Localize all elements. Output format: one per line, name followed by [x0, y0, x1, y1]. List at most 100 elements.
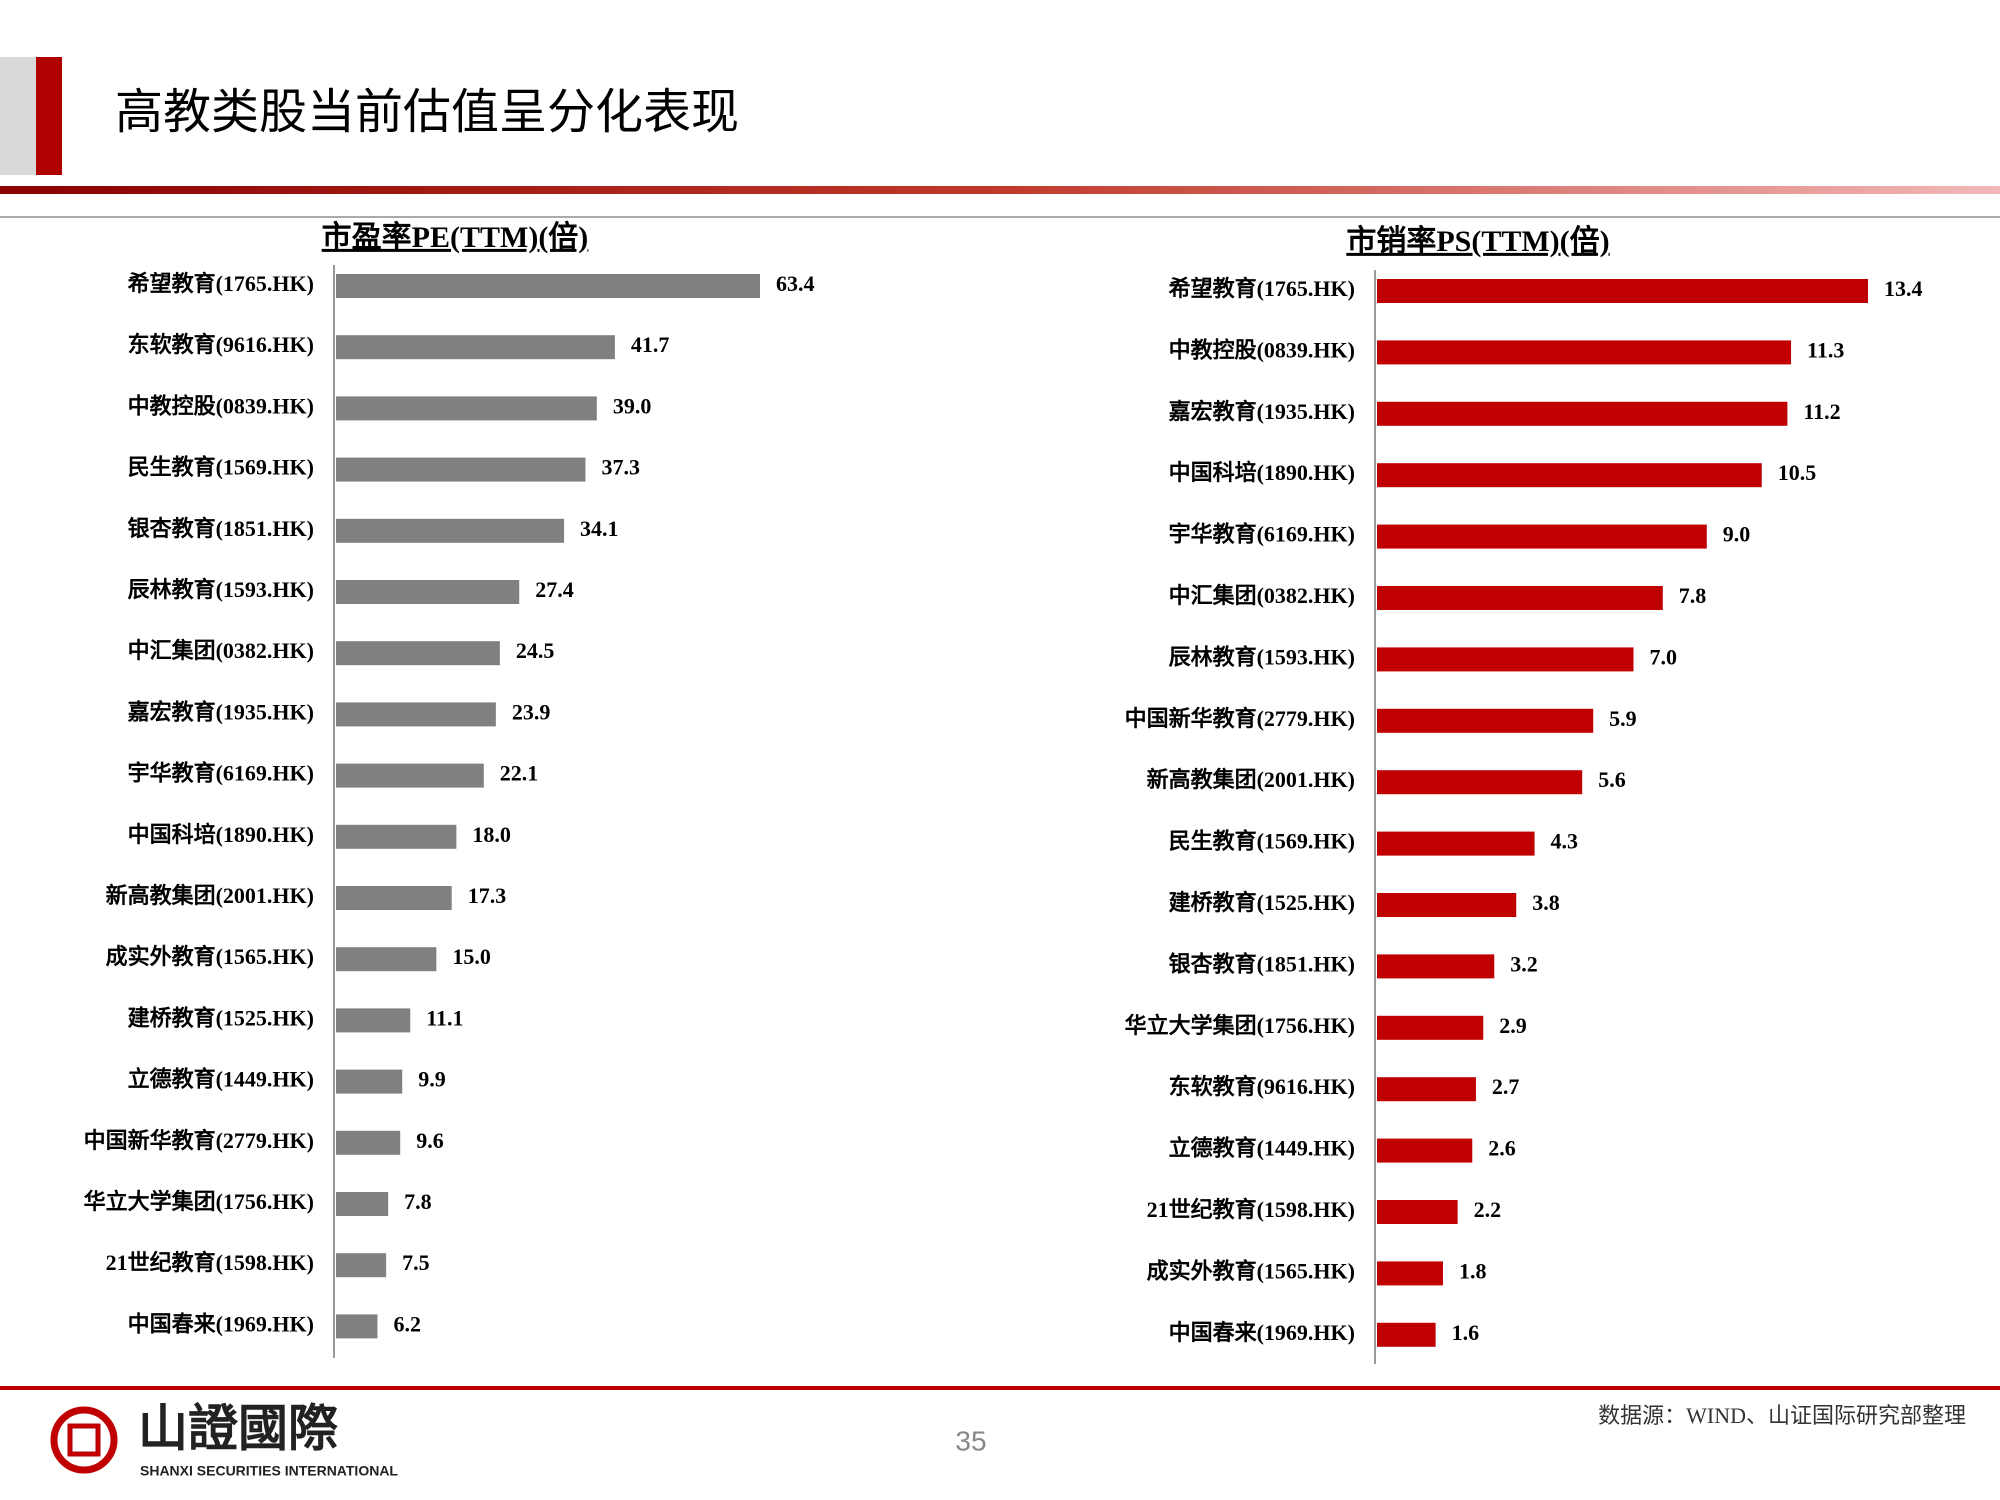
- value-label: 7.0: [1649, 644, 1677, 669]
- bar: [336, 947, 437, 972]
- bar: [336, 335, 615, 360]
- category-label: 中国春来(1969.HK): [128, 1311, 314, 1336]
- value-label: 5.9: [1609, 706, 1637, 731]
- category-label: 中教控股(0839.HK): [1169, 337, 1355, 362]
- value-label: 22.1: [500, 761, 539, 786]
- bar: [336, 396, 597, 421]
- bar: [336, 763, 484, 788]
- value-label: 4.3: [1551, 829, 1579, 854]
- bar: [336, 1253, 387, 1278]
- category-label: 中教控股(0839.HK): [128, 393, 314, 418]
- bar: [336, 1314, 378, 1339]
- category-label: 中国科培(1890.HK): [1169, 460, 1355, 485]
- bar: [1377, 1138, 1473, 1163]
- value-label: 1.8: [1459, 1258, 1487, 1283]
- value-label: 63.4: [776, 271, 815, 296]
- bar: [336, 580, 520, 604]
- bar: [336, 1192, 389, 1216]
- category-label: 宇华教育(6169.HK): [128, 761, 314, 786]
- page-number: 35: [955, 1425, 986, 1456]
- bar: [1377, 1015, 1484, 1040]
- category-label: 希望教育(1765.HK): [1169, 276, 1355, 301]
- category-label: 中汇集团(0382.HK): [128, 638, 314, 663]
- value-label: 13.4: [1884, 276, 1923, 301]
- bar: [1377, 708, 1594, 733]
- value-label: 3.8: [1532, 890, 1560, 915]
- value-label: 15.0: [452, 944, 491, 969]
- category-label: 民生教育(1569.HK): [128, 455, 314, 480]
- category-label: 新高教集团(2001.HK): [1147, 767, 1355, 792]
- logo: 山證國際 SHANXI SECURITIES INTERNATIONAL: [50, 1400, 398, 1479]
- value-label: 2.9: [1499, 1013, 1527, 1038]
- category-label: 中汇集团(0382.HK): [1169, 583, 1355, 608]
- bar: [336, 824, 457, 849]
- category-label: 21世纪教育(1598.HK): [106, 1250, 314, 1275]
- bar: [336, 886, 452, 910]
- value-label: 10.5: [1778, 460, 1817, 485]
- bar: [336, 518, 565, 543]
- bar: [1377, 401, 1788, 426]
- bar: [336, 1130, 401, 1155]
- footer-rule: [0, 1386, 2000, 1390]
- chart-title: 市销率PS(TTM)(倍): [1346, 224, 1609, 258]
- bar: [1377, 340, 1792, 365]
- value-label: 9.6: [416, 1128, 444, 1153]
- bar: [1377, 893, 1517, 917]
- value-label: 2.2: [1474, 1197, 1502, 1222]
- value-label: 6.2: [393, 1311, 421, 1336]
- category-label: 建桥教育(1525.HK): [1169, 890, 1355, 915]
- bar: [336, 641, 500, 666]
- bar: [1377, 1077, 1476, 1102]
- value-label: 11.3: [1807, 337, 1844, 362]
- value-label: 2.7: [1492, 1074, 1520, 1099]
- bar: [336, 1008, 411, 1033]
- value-label: 7.8: [1679, 583, 1707, 608]
- bar: [1377, 954, 1495, 979]
- bar: [336, 702, 496, 727]
- value-label: 18.0: [472, 822, 511, 847]
- bar: [1377, 586, 1663, 610]
- value-label: 5.6: [1598, 767, 1626, 792]
- bar: [1377, 279, 1868, 303]
- value-label: 24.5: [516, 638, 555, 663]
- bar: [336, 457, 586, 482]
- bar: [1377, 524, 1707, 549]
- category-label: 希望教育(1765.HK): [128, 271, 314, 296]
- value-label: 27.4: [535, 577, 574, 602]
- value-label: 1.6: [1452, 1320, 1480, 1345]
- category-label: 中国新华教育(2779.HK): [1125, 706, 1355, 731]
- category-label: 东软教育(9616.HK): [1169, 1074, 1355, 1099]
- category-label: 银杏教育(1851.HK): [1169, 951, 1355, 976]
- category-label: 东软教育(9616.HK): [128, 332, 314, 357]
- category-label: 嘉宏教育(1935.HK): [128, 699, 314, 724]
- bar: [1377, 1200, 1458, 1224]
- category-label: 民生教育(1569.HK): [1169, 829, 1355, 854]
- value-label: 41.7: [631, 332, 670, 357]
- category-label: 成实外教育(1565.HK): [1147, 1258, 1355, 1283]
- category-label: 华立大学集团(1756.HK): [1125, 1013, 1355, 1038]
- category-label: 嘉宏教育(1935.HK): [1169, 399, 1355, 424]
- header-accent: [36, 57, 62, 175]
- bar: [1377, 770, 1583, 795]
- category-label: 立德教育(1449.HK): [128, 1067, 314, 1092]
- category-label: 建桥教育(1525.HK): [128, 1005, 314, 1030]
- category-label: 中国春来(1969.HK): [1169, 1320, 1355, 1345]
- value-label: 9.9: [418, 1067, 446, 1092]
- bar: [1377, 1261, 1443, 1286]
- logo-icon: [50, 1406, 118, 1474]
- logo-icon-inner: [67, 1423, 101, 1457]
- bar: [1377, 831, 1535, 856]
- value-label: 9.0: [1723, 522, 1751, 547]
- category-label: 21世纪教育(1598.HK): [1147, 1197, 1355, 1222]
- bar: [336, 274, 760, 298]
- category-label: 辰林教育(1593.HK): [1169, 644, 1355, 669]
- value-label: 7.8: [404, 1189, 432, 1214]
- value-label: 11.1: [426, 1005, 463, 1030]
- source-note: 数据源：WIND、山证国际研究部整理: [1598, 1403, 1966, 1428]
- value-label: 2.6: [1488, 1136, 1516, 1161]
- logo-text-en: SHANXI SECURITIES INTERNATIONAL: [140, 1463, 398, 1479]
- bar: [1377, 1322, 1436, 1347]
- header-rule: [0, 186, 2000, 194]
- category-label: 成实外教育(1565.HK): [106, 944, 314, 969]
